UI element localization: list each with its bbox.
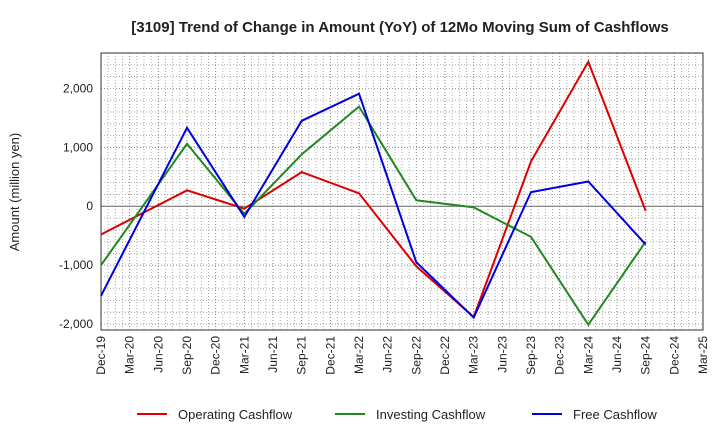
chart-title: [3109] Trend of Change in Amount (YoY) o… <box>131 19 669 36</box>
y-tick-label: 0 <box>86 199 93 213</box>
x-tick-label: Jun-22 <box>381 336 395 373</box>
y-axis-label: Amount (million yen) <box>7 133 22 252</box>
x-tick-label: Jun-23 <box>495 336 509 373</box>
x-tick-label: Mar-22 <box>352 336 366 374</box>
x-tick-label: Mar-25 <box>696 336 710 374</box>
legend-label-operating-cashflow: Operating Cashflow <box>178 407 293 422</box>
legend-label-free-cashflow: Free Cashflow <box>573 407 657 422</box>
x-tick-label: Mar-21 <box>237 336 251 374</box>
legend-label-investing-cashflow: Investing Cashflow <box>376 407 486 422</box>
x-tick-label: Dec-23 <box>553 336 567 375</box>
x-tick-label: Sep-21 <box>295 336 309 375</box>
legend: Operating Cashflow Investing Cashflow Free… <box>137 407 657 422</box>
x-tick-label: Sep-22 <box>409 336 423 375</box>
free-cashflow-line <box>100 92 647 320</box>
plot-frame <box>100 52 704 331</box>
x-tick-label: Mar-24 <box>581 336 595 374</box>
y-tick-label: 2,000 <box>63 81 93 95</box>
x-tick-label: Dec-24 <box>667 336 681 375</box>
y-tick-label: 1,000 <box>63 140 93 154</box>
x-tick-label: Mar-20 <box>123 336 137 374</box>
x-tick-label: Sep-23 <box>524 336 538 375</box>
investing-cashflow-line <box>100 105 647 327</box>
x-tick-label: Jun-24 <box>610 336 624 373</box>
y-tick-label: -1,000 <box>59 258 93 272</box>
x-tick-label: Sep-24 <box>639 336 653 375</box>
x-tick-label: Dec-21 <box>323 336 337 375</box>
x-tick-label: Jun-21 <box>266 336 280 373</box>
plot-area: -2,000 -1,000 0 1,000 2,000 Dec-19 Mar-20 Jun-2… <box>59 52 710 375</box>
operating-cashflow-line <box>100 59 647 319</box>
x-tick-label: Sep-20 <box>180 336 194 375</box>
x-tick-label: Dec-20 <box>209 336 223 375</box>
x-tick-label: Mar-23 <box>467 336 481 374</box>
x-tick-label: Jun-20 <box>151 336 165 373</box>
x-tick-label: Dec-19 <box>94 336 108 375</box>
y-tick-label: -2,000 <box>59 317 93 331</box>
x-tick-label: Dec-22 <box>438 336 452 375</box>
